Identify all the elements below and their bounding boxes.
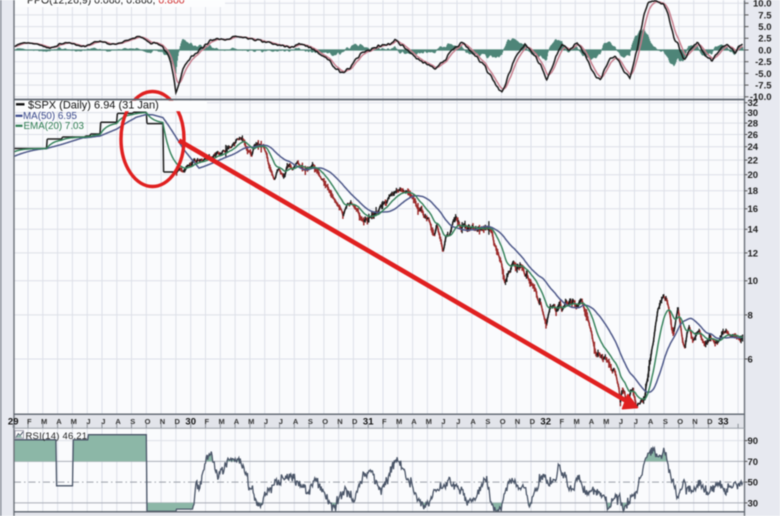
svg-text:32: 32 <box>748 98 759 109</box>
svg-text:24: 24 <box>748 142 759 153</box>
svg-text:31: 31 <box>363 417 374 428</box>
svg-text:A: A <box>115 417 121 426</box>
svg-text:O: O <box>322 417 328 426</box>
svg-text:F: F <box>205 417 210 426</box>
svg-text:2.5: 2.5 <box>758 34 772 45</box>
svg-text:D: D <box>352 417 358 426</box>
svg-text:D: D <box>707 417 713 426</box>
svg-text:N: N <box>160 417 165 426</box>
svg-text:26: 26 <box>748 130 759 141</box>
svg-text:S: S <box>308 417 313 426</box>
svg-text:A: A <box>589 417 595 426</box>
svg-text:EMA(20) 7.03: EMA(20) 7.03 <box>24 121 85 132</box>
svg-text:S: S <box>130 417 135 426</box>
svg-text:14: 14 <box>748 225 759 236</box>
svg-text:22: 22 <box>748 156 759 167</box>
svg-text:29: 29 <box>8 417 19 428</box>
svg-text:-7.5: -7.5 <box>755 81 772 92</box>
svg-text:F: F <box>27 417 32 426</box>
svg-text:M: M <box>41 417 47 426</box>
svg-text:0.0: 0.0 <box>758 45 771 56</box>
svg-text:J: J <box>279 417 283 426</box>
svg-text:M: M <box>603 417 609 426</box>
svg-text:D: D <box>530 417 536 426</box>
svg-text:J: J <box>619 417 623 426</box>
svg-text:D: D <box>174 417 180 426</box>
svg-text:J: J <box>264 417 268 426</box>
svg-text:-10.0: -10.0 <box>750 92 772 103</box>
svg-text:J: J <box>456 417 460 426</box>
svg-text:-5.0: -5.0 <box>755 69 771 80</box>
svg-text:N: N <box>337 417 342 426</box>
svg-text:N: N <box>692 417 697 426</box>
svg-text:M: M <box>426 417 432 426</box>
svg-text:A: A <box>56 417 62 426</box>
svg-text:O: O <box>500 417 506 426</box>
svg-text:30: 30 <box>185 417 196 428</box>
svg-text:M: M <box>573 417 579 426</box>
svg-text:50: 50 <box>748 478 759 489</box>
svg-text:7.5: 7.5 <box>758 10 772 21</box>
svg-text:12: 12 <box>748 248 759 259</box>
svg-text:M: M <box>218 417 224 426</box>
svg-text:M: M <box>71 417 77 426</box>
svg-text:28: 28 <box>748 119 759 130</box>
svg-text:J: J <box>86 417 90 426</box>
svg-text:S: S <box>663 417 668 426</box>
svg-text:30: 30 <box>748 108 759 119</box>
svg-text:RSI(14) 46.21: RSI(14) 46.21 <box>26 431 88 442</box>
svg-text:M: M <box>396 417 402 426</box>
svg-text:6: 6 <box>748 354 753 365</box>
svg-text:A: A <box>470 417 476 426</box>
svg-text:F: F <box>560 417 565 426</box>
svg-text:18: 18 <box>748 186 759 197</box>
svg-text:$SPX (Daily) 6.94 (31 Jan): $SPX (Daily) 6.94 (31 Jan) <box>28 99 159 111</box>
svg-text:16: 16 <box>748 204 759 215</box>
svg-text:A: A <box>234 417 240 426</box>
svg-text:MA(50) 6.95: MA(50) 6.95 <box>23 111 77 122</box>
svg-text:F: F <box>382 417 387 426</box>
svg-text:N: N <box>515 417 520 426</box>
svg-text:O: O <box>145 417 151 426</box>
svg-text:-2.5: -2.5 <box>755 57 772 68</box>
svg-text:M: M <box>248 417 254 426</box>
svg-text:A: A <box>293 417 299 426</box>
svg-text:J: J <box>634 417 638 426</box>
svg-text:10.0: 10.0 <box>753 0 772 10</box>
svg-text:A: A <box>648 417 654 426</box>
svg-text:PPO(12,26,9) 0.060, 0.860, 0.8: PPO(12,26,9) 0.060, 0.860, 0.800 <box>27 0 185 6</box>
svg-text:33: 33 <box>718 417 729 428</box>
svg-text:30: 30 <box>748 498 759 509</box>
svg-text:S: S <box>485 417 490 426</box>
svg-text:A: A <box>411 417 417 426</box>
svg-text:90: 90 <box>748 436 759 447</box>
svg-text:O: O <box>677 417 683 426</box>
svg-text:J: J <box>441 417 445 426</box>
svg-text:5.0: 5.0 <box>758 22 771 33</box>
svg-text:32: 32 <box>540 417 551 428</box>
svg-text:70: 70 <box>748 457 759 468</box>
svg-text:8: 8 <box>748 310 753 321</box>
svg-text:J: J <box>101 417 105 426</box>
svg-text:10: 10 <box>748 276 759 287</box>
svg-text:20: 20 <box>748 170 759 181</box>
